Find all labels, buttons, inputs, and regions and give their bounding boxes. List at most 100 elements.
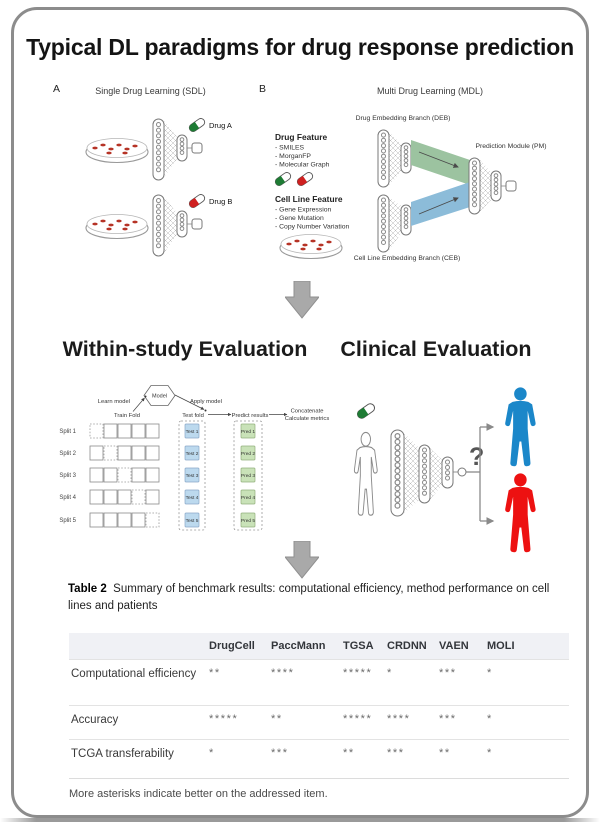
bottom-shadow-bar <box>0 818 600 822</box>
pm-neural-network <box>468 157 517 215</box>
green-capsule-icon <box>356 403 376 419</box>
test-boxes: Test 1 Test 2 Test 3 Test 4 Test 5 <box>184 423 200 528</box>
table-header-cell: MOLI <box>487 640 515 652</box>
drug-a-capsule-icon <box>188 118 206 132</box>
rating-cell: ** <box>439 747 451 759</box>
pm-label: Prediction Module (PM) <box>475 143 546 150</box>
row-label: Computational efficiency <box>71 668 197 680</box>
green-capsule-icon <box>274 172 292 186</box>
rating-cell: * <box>487 747 493 759</box>
cell-line-feature-item: - Gene Expression <box>275 207 332 214</box>
clinical-neural-network <box>390 429 467 517</box>
rating-cell: **** <box>271 667 295 679</box>
rating-cell: ***** <box>209 713 239 725</box>
row-label: TCGA transferability <box>71 748 174 760</box>
branch-arrows <box>466 423 495 525</box>
table-row: Accuracy ***** ** ***** **** *** * <box>69 705 569 739</box>
down-arrow-icon <box>285 281 319 319</box>
table-footnote: More asterisks indicate better on the ad… <box>69 788 328 800</box>
rating-cell: * <box>387 667 393 679</box>
rating-cell: ***** <box>343 667 373 679</box>
drug-a-label: Drug A <box>209 121 232 130</box>
calculate-metrics-label: Calculate metrics <box>285 416 330 422</box>
svg-text:Test 4: Test 4 <box>186 495 199 501</box>
table-caption-text: Summary of benchmark results: computatio… <box>68 583 550 613</box>
pred-column-frame <box>233 420 263 531</box>
row-label: Accuracy <box>71 714 119 726</box>
learn-model-label: Learn model <box>98 399 130 405</box>
svg-text:Test 5: Test 5 <box>186 518 199 524</box>
clinical-heading: Clinical Evaluation <box>340 337 532 361</box>
rating-cell: * <box>209 747 215 759</box>
drug-feature-title: Drug Feature <box>275 132 327 142</box>
petri-dish-icon <box>279 234 343 260</box>
table-header-row: DrugCell PaccMann TGSA CRDNN VAEN MOLI <box>69 633 569 659</box>
rating-cell: *** <box>439 667 457 679</box>
fold-grid <box>89 423 160 528</box>
figure-title: Typical DL paradigms for drug response p… <box>26 34 574 60</box>
table-header-cell: DrugCell <box>209 640 255 652</box>
svg-text:Test 2: Test 2 <box>186 451 199 457</box>
rating-cell: * <box>487 713 493 725</box>
ceb-label: Cell Line Embedding Branch (CEB) <box>354 255 461 262</box>
petri-dish-icon <box>85 138 149 164</box>
split-label: Split 2 <box>59 451 76 457</box>
rating-cell: ***** <box>343 713 373 725</box>
table-header-cell: CRDNN <box>387 640 427 652</box>
panel-b-letter: B <box>259 83 267 95</box>
rating-cell: *** <box>387 747 405 759</box>
pred-boxes: Pred 1 Pred 2 Pred 3 Pred 4 Pred 5 <box>240 423 255 528</box>
model-hexagon <box>143 385 176 406</box>
table-row: Computational efficiency ** **** ***** *… <box>69 659 569 705</box>
split-label: Split 4 <box>59 495 76 501</box>
down-arrow-icon <box>285 541 319 579</box>
deb-neural-network <box>377 129 412 188</box>
panel-a-heading: Single Drug Learning (SDL) <box>95 86 206 96</box>
panel-b-heading: Multi Drug Learning (MDL) <box>376 86 484 96</box>
rating-cell: ** <box>343 747 355 759</box>
cell-line-embedding-flow <box>411 182 470 226</box>
mdl-diagram: Drug Embedding Branch (DEB) Prediction M… <box>274 115 547 262</box>
drug-b-capsule-icon <box>188 194 206 208</box>
svg-text:Pred 4: Pred 4 <box>241 495 255 501</box>
petri-dish-icon <box>85 214 149 240</box>
figure-card: Typical DL paradigms for drug response p… <box>11 7 589 818</box>
benchmark-table: DrugCell PaccMann TGSA CRDNN VAEN MOLI C… <box>69 633 569 775</box>
footnote-divider <box>69 778 569 779</box>
svg-text:Test 3: Test 3 <box>186 473 199 479</box>
svg-text:Test 1: Test 1 <box>186 429 199 435</box>
svg-text:Pred 5: Pred 5 <box>241 518 255 524</box>
split-label: Split 1 <box>59 429 76 435</box>
cell-line-feature-title: Cell Line Feature <box>275 194 343 204</box>
question-mark: ? <box>469 443 484 471</box>
rating-cell: *** <box>439 713 457 725</box>
split-label: Split 5 <box>59 518 76 524</box>
split-label: Split 3 <box>59 473 76 479</box>
drug-embedding-flow <box>411 140 470 185</box>
rating-cell: ** <box>271 713 283 725</box>
neural-network <box>152 194 203 257</box>
sdl-diagram: Drug A Drug B <box>85 118 232 257</box>
apply-model-label: Apply model <box>190 399 222 405</box>
table-caption: Table 2 Summary of benchmark results: co… <box>68 581 573 616</box>
patient-outline-icon <box>353 431 378 516</box>
red-capsule-icon <box>296 172 314 186</box>
table-caption-label: Table 2 <box>68 583 107 595</box>
svg-text:Pred 3: Pred 3 <box>241 473 255 479</box>
table-header-cell: TGSA <box>343 640 374 652</box>
rating-cell: *** <box>271 747 289 759</box>
drug-feature-item: - Molecular Graph <box>275 162 330 169</box>
table-header-cell: VAEN <box>439 640 469 652</box>
concatenate-label: Concatenate <box>291 409 324 415</box>
test-column-frame <box>178 420 206 531</box>
table-header-cell: PaccMann <box>271 640 326 652</box>
drug-b-label: Drug B <box>209 197 232 206</box>
ceb-neural-network <box>377 194 412 253</box>
train-fold-label: Train Fold <box>114 413 140 419</box>
svg-text:Pred 2: Pred 2 <box>241 451 255 457</box>
model-label: Model <box>152 394 167 400</box>
deb-label: Drug Embedding Branch (DEB) <box>356 115 451 122</box>
drug-feature-item: - SMILES <box>275 145 305 152</box>
neural-network <box>152 118 203 181</box>
rating-cell: ** <box>209 667 221 679</box>
